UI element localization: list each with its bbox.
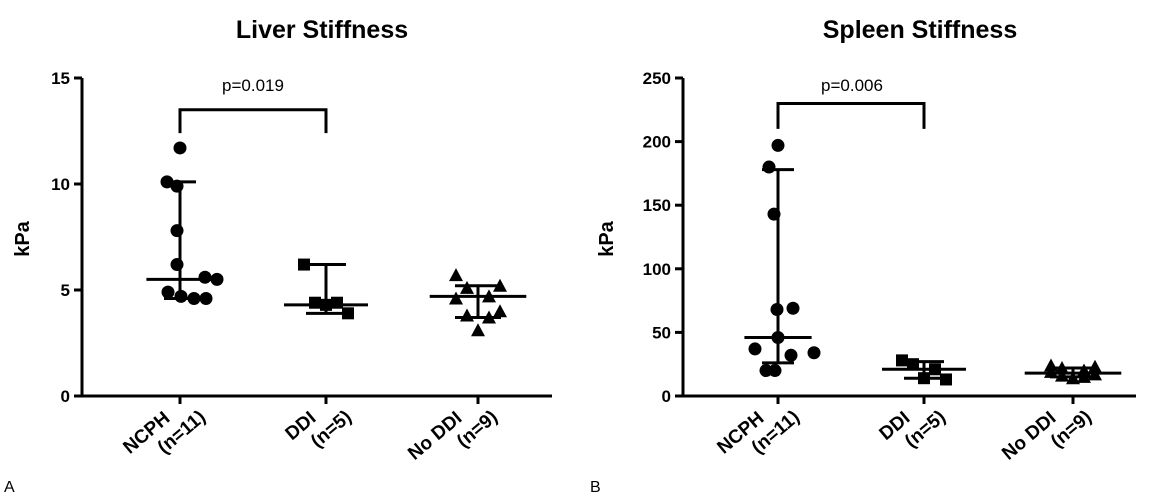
y-axis-label: kPa xyxy=(596,220,618,256)
data-point-square xyxy=(896,354,908,367)
data-point-circle xyxy=(170,179,184,193)
data-point-square xyxy=(940,373,952,386)
y-tick-label: 50 xyxy=(652,323,671,342)
x-tick-label: NCPH(n=11) xyxy=(119,390,209,476)
y-tick-label: 5 xyxy=(61,281,70,300)
chart-title: Liver Stiffness xyxy=(236,16,408,44)
x-tick-label: No DDI(n=9) xyxy=(998,390,1096,482)
category-count: (n=5) xyxy=(307,407,356,453)
data-point-circle xyxy=(187,291,201,305)
y-tick-label: 0 xyxy=(61,387,70,406)
panel-liver-stiffness: Liver Stiffness kPa A p=0.019 0 5 10 15 NCPH… xyxy=(4,16,552,496)
data-point-triangle xyxy=(1088,359,1102,373)
data-point-square xyxy=(918,372,930,385)
data-point-circle xyxy=(786,301,800,315)
data-point-triangle xyxy=(1077,369,1091,383)
data-point-circle xyxy=(771,330,785,344)
y-axis-label: kPa xyxy=(12,220,34,256)
data-point-triangle xyxy=(449,268,463,282)
data-point-triangle xyxy=(1066,371,1080,385)
data-point-circle xyxy=(807,346,821,360)
panel-spleen-stiffness: Spleen Stiffness kPa B p=0.006 0 50 100 150… xyxy=(590,16,1136,496)
data-point-circle xyxy=(771,138,785,152)
category-count: (n=9) xyxy=(1047,407,1096,453)
data-point-square xyxy=(907,358,919,371)
y-tick-label: 10 xyxy=(51,175,70,194)
data-point-circle xyxy=(170,258,184,272)
data-point-circle xyxy=(767,207,781,221)
data-point-triangle xyxy=(471,323,485,337)
y-tick-label: 0 xyxy=(662,387,671,406)
y-tick-label: 15 xyxy=(51,69,70,88)
data-point-square xyxy=(298,258,310,271)
data-point-triangle xyxy=(460,308,474,322)
significance-bracket xyxy=(178,108,328,134)
data-point-triangle xyxy=(482,310,496,324)
data-point-circle xyxy=(173,141,187,155)
data-point-circle xyxy=(748,342,762,356)
x-tick-label: DDI(n=5) xyxy=(876,390,950,462)
data-point-square xyxy=(331,296,343,309)
panel-label: B xyxy=(590,479,601,496)
data-point-triangle xyxy=(1088,367,1102,381)
data-point-circle xyxy=(784,348,798,362)
data-point-triangle xyxy=(1044,364,1058,378)
category-count: (n=9) xyxy=(453,407,502,453)
data-point-square xyxy=(342,307,354,320)
data-point-triangle xyxy=(449,291,463,305)
y-tick-label: 150 xyxy=(643,196,671,215)
data-point-triangle xyxy=(1055,361,1069,375)
data-point-circle xyxy=(770,303,784,317)
data-point-circle xyxy=(210,272,224,286)
p-value-label: p=0.019 xyxy=(222,76,284,95)
data-point-square xyxy=(929,363,941,376)
chart-title: Spleen Stiffness xyxy=(823,16,1018,44)
data-point-circle xyxy=(759,364,773,378)
p-value-label: p=0.006 xyxy=(821,76,883,95)
panel-label: A xyxy=(4,479,15,496)
y-tick-label: 250 xyxy=(643,69,671,88)
data-point-triangle xyxy=(482,289,496,303)
data-point-circle xyxy=(199,291,213,305)
x-tick-label: DDI(n=5) xyxy=(282,390,356,462)
plot-area: 0 50 100 150 200 250 NCPH(n=11) DDI(n=5) No DDI(… xyxy=(643,69,1136,482)
data-point-triangle xyxy=(493,304,507,318)
plot-area: 0 5 10 15 NCPH(n=11) DDI(n=5) No DDI(n=9) xyxy=(51,69,552,482)
data-point-circle xyxy=(174,289,188,303)
data-point-triangle xyxy=(493,278,507,292)
data-point-circle xyxy=(198,270,212,284)
data-point-circle xyxy=(160,175,174,189)
data-point-square xyxy=(320,298,332,311)
y-tick-label: 200 xyxy=(643,133,671,152)
significance-bracket xyxy=(776,101,926,129)
x-tick-label: No DDI(n=9) xyxy=(404,390,502,482)
data-point-triangle xyxy=(1055,368,1069,382)
y-tick-label: 100 xyxy=(643,260,671,279)
data-point-circle xyxy=(762,160,776,174)
x-tick-label: NCPH(n=11) xyxy=(713,390,803,476)
data-point-circle xyxy=(170,224,184,238)
data-point-circle xyxy=(768,364,782,378)
data-point-circle xyxy=(161,285,175,299)
category-count: (n=5) xyxy=(901,407,950,453)
data-point-square xyxy=(309,296,321,309)
data-point-triangle xyxy=(460,280,474,294)
